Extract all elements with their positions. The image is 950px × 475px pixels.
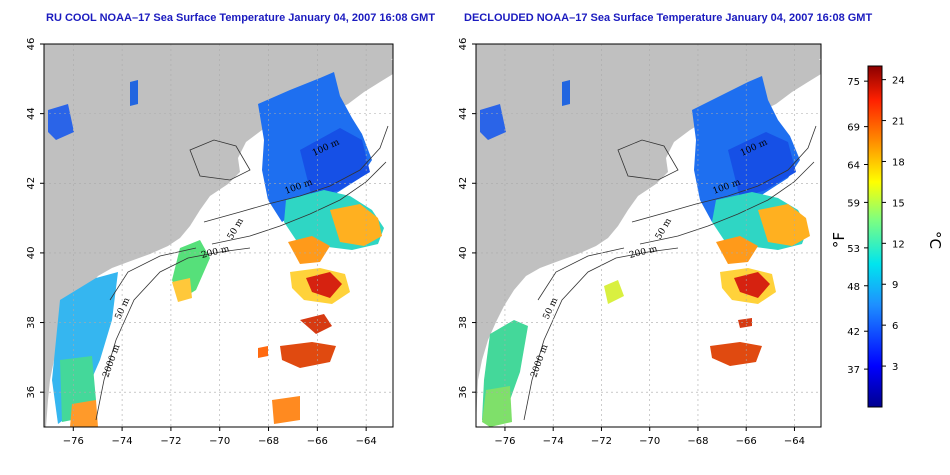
left-isobath-basin — [189, 139, 251, 181]
fahrenheit-tick-label: 48 — [847, 282, 860, 293]
left-x-tick-label: −76 — [63, 436, 84, 447]
right-sst-warm-core-ring — [734, 272, 770, 298]
left-map-title: RU COOL NOAA–17 Sea Surface Temperature … — [46, 12, 435, 24]
celsius-tick-label: 9 — [892, 280, 898, 291]
left-sst-red-band — [280, 342, 336, 368]
left-nova-scotia — [326, 60, 393, 110]
left-sst-coastal-orange — [70, 400, 98, 427]
right-y-tick-label: 42 — [458, 177, 469, 190]
left-x-tick-label: −74 — [112, 436, 133, 447]
left-y-tick-label: 44 — [26, 107, 37, 120]
right-map-panel: DECLOUDED NOAA–17 Sea Surface Temperatur… — [458, 12, 872, 447]
left-isobath-100m — [203, 125, 389, 223]
celsius-tick-label: 24 — [892, 76, 905, 87]
right-sst-red-speck — [738, 318, 752, 328]
right-sst-coastal-lightgreen — [482, 386, 512, 427]
left-x-tick-label: −72 — [160, 436, 181, 447]
right-nova-scotia — [754, 60, 821, 110]
fahrenheit-tick-label: 59 — [847, 198, 860, 209]
right-y-tick-label: 46 — [458, 38, 469, 51]
left-land-mass — [44, 44, 393, 427]
fahrenheit-tick-label: 75 — [847, 77, 860, 88]
right-gridlines — [476, 43, 821, 427]
right-map-area — [476, 44, 821, 427]
celsius-tick-label: 18 — [892, 157, 905, 168]
right-x-tick-label: −68 — [687, 436, 708, 447]
right-sst-shelf-yellow — [604, 280, 624, 304]
colorbar-ticks: 24 21 18 15 12 9 6 3 75 69 64 59 53 48 42 37 — [847, 76, 904, 376]
right-land-mass — [476, 44, 821, 427]
fahrenheit-unit-label: °F — [830, 232, 848, 248]
fahrenheit-tick-label: 37 — [847, 365, 860, 376]
left-y-tick-label: 36 — [26, 386, 37, 399]
colorbar: 24 21 18 15 12 9 6 3 75 69 64 59 53 48 42 37 °F °C — [830, 65, 944, 408]
left-x-tick-label: −64 — [356, 436, 377, 447]
fahrenheit-tick-label: 42 — [847, 327, 860, 338]
right-sst-warm-patch-a — [716, 236, 758, 264]
colorbar-gradient — [867, 65, 883, 408]
left-y-tick-label: 38 — [26, 316, 37, 329]
left-x-tick-label: −66 — [307, 436, 328, 447]
left-sst-inland-patch — [48, 104, 74, 140]
right-map-frame — [475, 43, 822, 428]
left-sst-warm-patch-a — [288, 236, 330, 264]
left-isobath-50m — [109, 247, 197, 301]
right-sst-patches — [480, 76, 810, 427]
left-sst-patches — [48, 72, 384, 427]
left-sst-warm-east — [330, 204, 382, 246]
left-x-tick-label: −70 — [209, 436, 230, 447]
left-sst-inland-speck — [130, 80, 138, 106]
left-sst-warm-core-ring — [306, 272, 342, 298]
right-x-tick-label: −74 — [543, 436, 564, 447]
left-sst-red-strip — [300, 314, 332, 334]
right-x-tick-label: −72 — [591, 436, 612, 447]
right-x-tick-label: −64 — [784, 436, 805, 447]
left-map-panel: RU COOL NOAA–17 Sea Surface Temperature … — [26, 12, 435, 447]
fahrenheit-tick-label: 64 — [847, 161, 860, 172]
left-y-tick-label: 46 — [26, 38, 37, 51]
celsius-tick-label: 12 — [892, 239, 905, 250]
right-y-tick-label: 44 — [458, 107, 469, 120]
fahrenheit-tick-label: 53 — [847, 244, 860, 255]
right-isobath-50m — [537, 247, 625, 301]
right-sst-inland-patch — [480, 104, 506, 140]
right-y-tick-label: 40 — [458, 247, 469, 260]
right-x-tick-label: −76 — [494, 436, 515, 447]
left-y-tick-label: 40 — [26, 247, 37, 260]
celsius-unit-label: °C — [926, 231, 944, 249]
celsius-tick-label: 21 — [892, 117, 905, 128]
right-x-tick-label: −66 — [736, 436, 757, 447]
right-isobath-basin — [617, 139, 679, 181]
left-isobath-200m — [211, 161, 387, 245]
right-x-tick-label: −70 — [639, 436, 660, 447]
right-y-tick-label: 36 — [458, 386, 469, 399]
right-sst-red-band — [710, 342, 762, 366]
left-sst-red-speck — [258, 346, 268, 358]
celsius-tick-label: 3 — [892, 362, 898, 373]
celsius-tick-label: 15 — [892, 198, 905, 209]
left-axis-ticks: −76 −74 −72 −70 −68 −66 −64 36 38 40 42 44 46 — [26, 38, 377, 447]
left-sst-shelf-yellow — [172, 278, 192, 302]
right-axis-ticks: −76 −74 −72 −70 −68 −66 −64 36 38 40 42 44 46 — [458, 38, 805, 447]
left-map-frame — [43, 43, 394, 428]
right-sst-warm-east — [758, 204, 810, 246]
right-isobath-200m — [639, 161, 815, 245]
right-map-title: DECLOUDED NOAA–17 Sea Surface Temperatur… — [464, 12, 872, 24]
right-y-tick-label: 38 — [458, 316, 469, 329]
fahrenheit-tick-label: 69 — [847, 123, 860, 134]
right-isobath-100m — [631, 125, 817, 223]
left-y-tick-label: 42 — [26, 177, 37, 190]
right-sst-georges-bank — [728, 132, 796, 198]
right-sst-inland-speck — [562, 80, 570, 106]
left-x-tick-label: −68 — [258, 436, 279, 447]
left-map-area — [44, 44, 393, 427]
celsius-tick-label: 6 — [892, 321, 898, 332]
left-sst-south-patch — [272, 396, 300, 424]
